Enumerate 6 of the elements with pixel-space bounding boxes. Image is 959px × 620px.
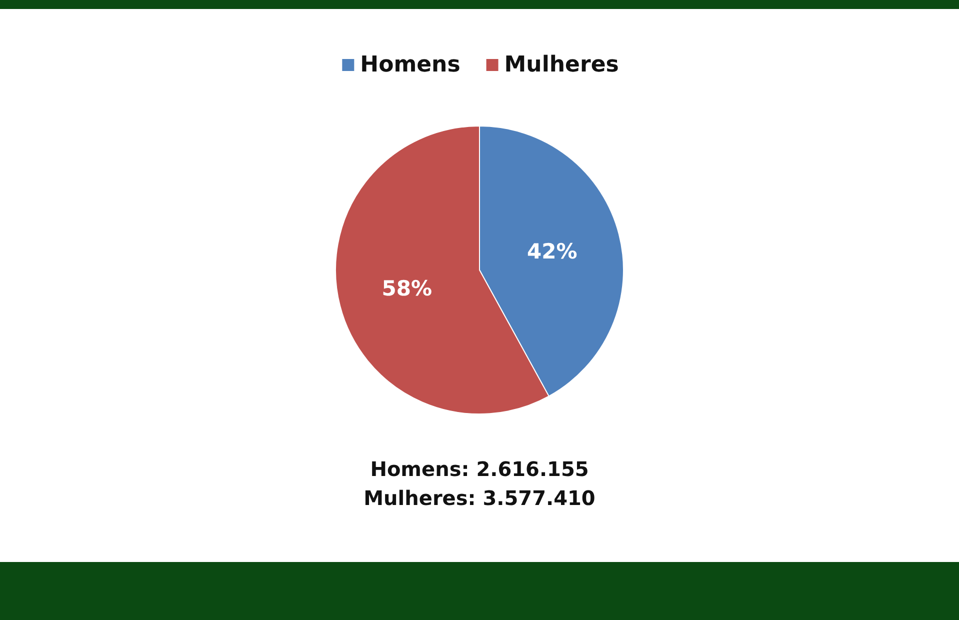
text: Mulheres: 3.577.410: [362, 485, 596, 512]
text: Homens: 2.616.155: [369, 456, 590, 483]
data-label: 58%: [382, 276, 432, 301]
legend-label: Homens: [360, 52, 460, 78]
legend-label: Mulheres: [504, 52, 619, 78]
data-label: 42%: [527, 239, 578, 264]
